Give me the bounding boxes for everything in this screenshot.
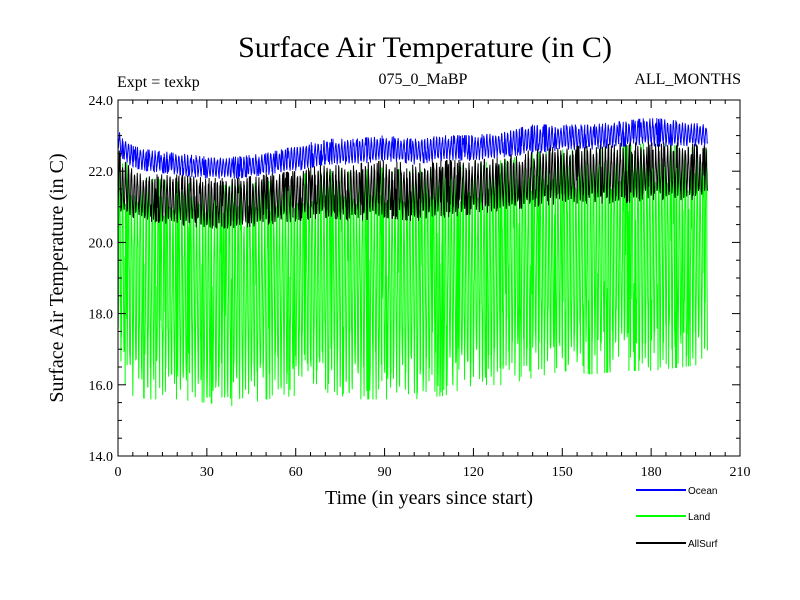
legend: Ocean Land AllSurf	[636, 486, 718, 550]
series-line-land	[117, 143, 708, 407]
chart-subtitle: 075_0_MaBP	[379, 71, 468, 88]
x-tick-label: 90	[378, 465, 392, 480]
x-tick-label: 120	[463, 465, 484, 480]
x-tick-label: 210	[730, 465, 751, 480]
y-tick-label: 16.0	[89, 379, 114, 394]
experiment-label: Expt = texkp	[117, 74, 200, 91]
x-tick-label: 60	[289, 465, 303, 480]
chart-title: Surface Air Temperature (in C)	[238, 31, 612, 64]
axis-layer: 0 30 60 90 120 150 180 210 14.0 16.0 18.0 20.0 22.0 2…	[89, 94, 751, 480]
legend-ocean-label: Ocean	[688, 486, 717, 497]
x-tick-label: 0	[115, 465, 122, 480]
y-tick-label: 20.0	[89, 236, 114, 251]
y-tick-label: 24.0	[89, 94, 114, 109]
x-axis-label: Time (in years since start)	[325, 487, 533, 509]
series-layer	[117, 117, 708, 407]
series-line-ocean	[117, 117, 708, 179]
y-tick-label: 18.0	[89, 308, 114, 323]
legend-land-label: Land	[688, 512, 710, 523]
x-tick-label: 150	[552, 465, 573, 480]
legend-allsurf-label: AllSurf	[688, 539, 718, 550]
series-line-allsurf	[117, 142, 708, 229]
y-tick-label: 22.0	[89, 165, 114, 180]
period-label: ALL_MONTHS	[634, 71, 741, 88]
x-tick-label: 30	[200, 465, 214, 480]
y-tick-label: 14.0	[89, 450, 114, 465]
x-tick-label: 180	[641, 465, 662, 480]
y-axis-label: Surface Air Temperature (in C)	[46, 153, 68, 402]
